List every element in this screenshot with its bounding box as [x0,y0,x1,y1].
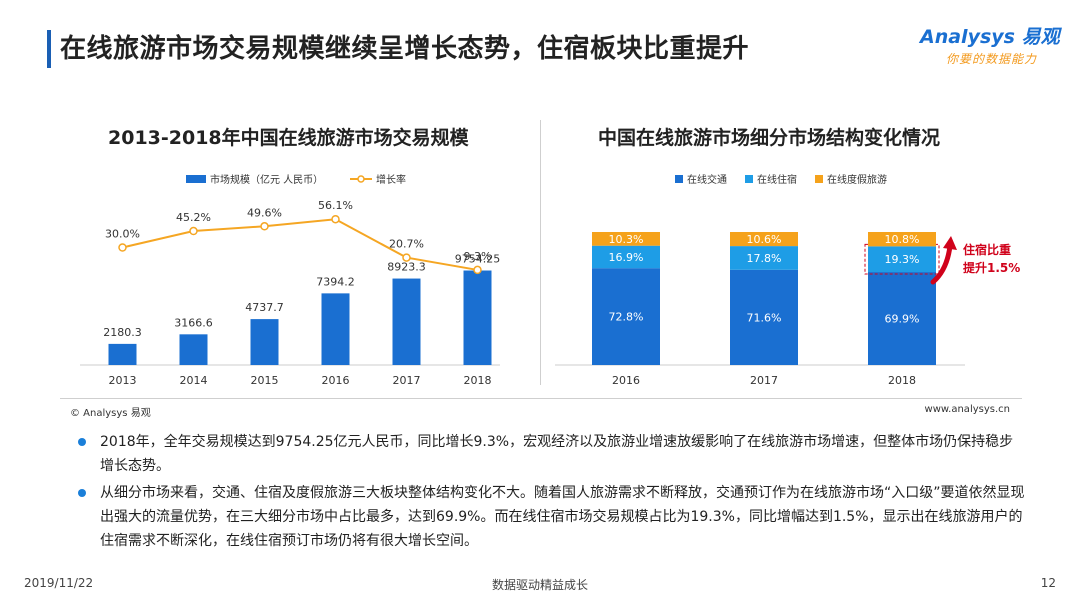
analysys-logo: Analysys 易观 你要的数据能力 [920,22,1060,72]
bar-market-size [179,334,208,365]
growth-label: 49.6% [247,206,282,219]
bar-market-size [463,270,492,365]
x-tick-label: 2016 [612,374,640,387]
legend-bar-label: 市场规模（亿元 人民币） [210,173,323,186]
bullet-item: 从细分市场来看，交通、住宿及度假旅游三大板块整体结构变化不大。随着国人旅游需求不… [78,481,1026,553]
summary-bullets: 2018年，全年交易规模达到9754.25亿元人民币，同比增长9.3%，宏观经济… [78,430,1026,556]
logo-slogan-text: 你要的数据能力 [946,52,1038,66]
growth-point [331,214,340,224]
segment-label: 16.9% [609,251,644,264]
annotation-line1: 住宿比重 [963,242,1011,257]
x-tick-label: 2016 [322,374,350,387]
chart1-title: 2013-2018年中国在线旅游市场交易规模 [108,127,469,149]
segment-label: 19.3% [885,253,920,266]
segment-label: 10.8% [885,233,920,246]
legend-label: 在线住宿 [757,173,797,186]
stacked-segment [592,245,660,269]
page-title: 在线旅游市场交易规模继续呈增长态势，住宿板块比重提升 [60,34,750,64]
growth-point [189,226,198,236]
legend-label: 在线度假旅游 [827,173,887,186]
market-size-chart: 市场规模（亿元 人民币） 增长率 2180.3 2013 3166.6 2014 4737.… [80,173,501,387]
bar-value-label: 8923.3 [387,261,426,274]
legend-line-marker [357,175,365,183]
footer-date: 2019/11/22 [24,576,94,590]
stacked-segment [730,269,798,365]
bar-market-size [321,293,350,365]
segment-label: 71.6% [747,311,782,324]
bar-value-label: 3166.6 [174,316,213,329]
legend-swatch [675,175,683,183]
x-tick-label: 2013 [109,374,137,387]
bar-market-size [250,319,279,365]
segment-label: 10.3% [609,233,644,246]
page-number: 12 [1040,576,1056,590]
legend-swatch [745,175,753,183]
bullet-item: 2018年，全年交易规模达到9754.25亿元人民币，同比增长9.3%，宏观经济… [78,430,1026,478]
logo-main-text: Analysys 易观 [920,26,1060,48]
segment-label: 69.9% [885,313,920,326]
footer-slogan: 数据驱动精益成长 [491,578,588,592]
bar-market-size [392,278,421,365]
growth-label: 9.3% [464,250,492,263]
segment-structure-chart: 在线交通 在线住宿 在线度假旅游 72.8% 16.9% 10.3% 2016 71.6% 17… [555,173,1020,387]
growth-label: 56.1% [318,199,353,212]
annotation-line2: 提升1.5% [963,260,1020,275]
chart2-title: 中国在线旅游市场细分市场结构变化情况 [598,127,941,149]
growth-point [402,253,411,262]
legend-line-label: 增长率 [376,173,406,186]
bullet-dot-icon [78,489,86,497]
chart-divider [540,120,541,385]
bar-value-label: 2180.3 [103,326,142,339]
stacked-segment [868,246,936,273]
bar-value-label: 9754.25 [455,253,501,266]
legend-bar-swatch [186,175,206,183]
x-tick-label: 2018 [888,374,916,387]
legend-swatch [815,175,823,183]
bullet-text: 从细分市场来看，交通、住宿及度假旅游三大板块整体结构变化不大。随着国人旅游需求不… [100,485,1025,549]
growth-label: 30.0% [105,228,140,241]
source-divider [60,398,1022,399]
bullet-text: 2018年，全年交易规模达到9754.25亿元人民币，同比增长9.3%，宏观经济… [100,434,1014,474]
segment-label: 10.6% [747,233,782,246]
title-accent-bar [47,30,51,68]
stacked-segment [730,232,798,247]
bar-market-size [108,343,137,365]
x-tick-label: 2017 [393,374,421,387]
trend-arrow-icon [930,243,953,285]
segment-label: 72.8% [609,311,644,324]
growth-label: 20.7% [389,238,424,251]
growth-label: 45.2% [176,211,211,224]
stacked-segment [868,232,936,247]
x-tick-label: 2017 [750,374,778,387]
growth-rate-line [122,218,478,271]
stacked-segment [592,232,660,246]
stacked-segment [868,272,936,365]
stacked-segment [730,246,798,270]
bullet-dot-icon [78,438,86,446]
trend-arrow-head-icon [943,236,957,250]
bar-value-label: 4737.7 [245,301,284,314]
bar-value-label: 7394.2 [316,275,355,288]
source-note: © Analysys 易观 [70,408,151,419]
x-tick-label: 2014 [180,374,208,387]
growth-point [473,265,482,275]
website-link: www.analysys.cn [924,404,1010,415]
segment-label: 17.8% [747,252,782,265]
stacked-segment [592,268,660,365]
growth-point [260,222,269,231]
growth-point [118,243,127,252]
x-tick-label: 2018 [464,374,492,387]
legend-label: 在线交通 [687,173,727,186]
x-tick-label: 2015 [251,374,279,387]
